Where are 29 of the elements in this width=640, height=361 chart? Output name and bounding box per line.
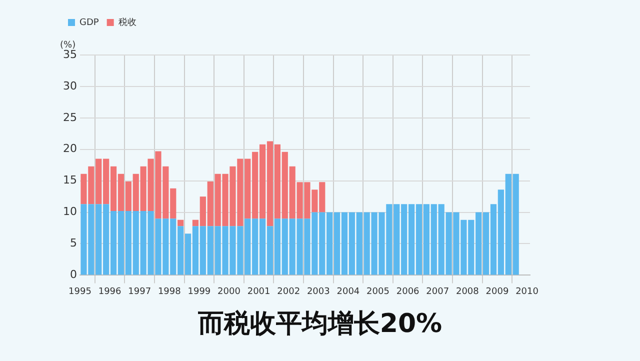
legend-label: GDP <box>80 18 100 28</box>
x-tick-label: 2008 <box>456 286 480 297</box>
x-tick-label: 2009 <box>486 286 509 297</box>
x-tick-label: 1997 <box>128 286 152 297</box>
y-tick-label: 20 <box>62 142 77 156</box>
x-tick-label: 1995 <box>68 286 92 297</box>
x-tick-label: 2001 <box>247 286 270 297</box>
y-axis-title: (%) <box>60 40 76 50</box>
x-tick-label: 2005 <box>366 286 390 297</box>
x-tick-label: 2004 <box>336 286 360 297</box>
y-tick-label: 10 <box>62 205 77 218</box>
x-tick-label: 1996 <box>98 286 122 297</box>
x-tick-label: 1999 <box>188 286 211 297</box>
x-tick-label: 2002 <box>277 286 300 297</box>
y-tick-label: 30 <box>62 79 77 92</box>
y-tick-label: 25 <box>62 110 77 124</box>
legend-label: 税收 <box>118 16 136 28</box>
y-tick-label: 15 <box>62 174 77 187</box>
y-tick-label: 5 <box>70 236 77 250</box>
x-tick-label: 1998 <box>158 286 182 297</box>
x-tick-label: 2000 <box>218 286 241 297</box>
x-tick-label: 2003 <box>306 286 330 297</box>
x-tick-label: 2006 <box>396 286 420 297</box>
bar <box>178 220 184 226</box>
text: 而税收平均增长20% <box>196 308 444 341</box>
x-tick-label: 2010 <box>516 286 539 297</box>
x-tick-label: 2007 <box>426 286 450 297</box>
y-tick-label: 0 <box>70 268 77 282</box>
y-tick-label: 35 <box>62 48 77 61</box>
